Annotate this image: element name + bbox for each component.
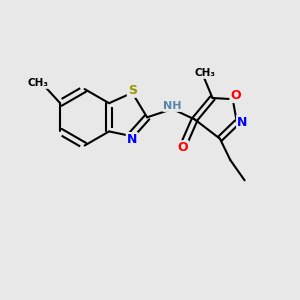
Text: O: O [178, 141, 188, 154]
Text: S: S [128, 84, 137, 97]
Text: N: N [127, 133, 137, 146]
Text: CH₃: CH₃ [28, 78, 49, 88]
Text: NH: NH [163, 101, 182, 111]
Text: N: N [237, 116, 247, 129]
Text: O: O [230, 89, 241, 102]
Text: CH₃: CH₃ [195, 68, 216, 78]
